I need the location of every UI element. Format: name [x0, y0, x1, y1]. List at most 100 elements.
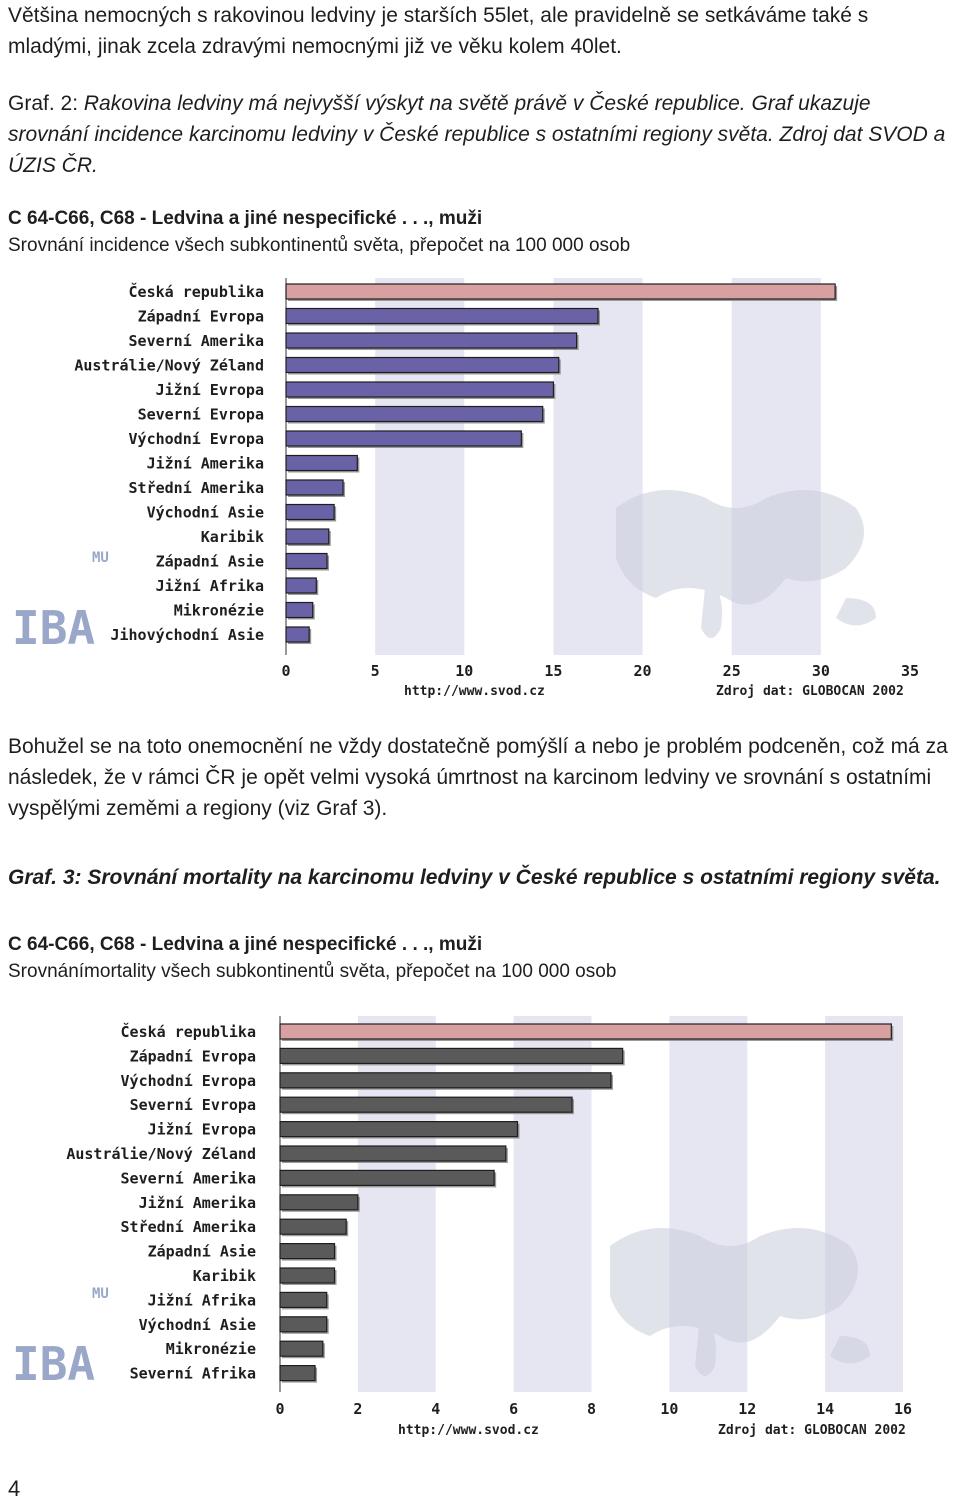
- mortality-chart: MU IBA Česká republika Západní Evropa Východ…: [0, 1008, 960, 1446]
- figure2-caption-lead: Graf. 2:: [8, 92, 84, 115]
- bar: [285, 503, 335, 521]
- category-label: Česká republika: [121, 1022, 256, 1041]
- intro-paragraph: Většina nemocných s rakovinou ledviny je…: [8, 4, 869, 58]
- bar: [285, 479, 344, 496]
- bar: [279, 1194, 359, 1211]
- category-label: Střední Amerika: [121, 1218, 256, 1236]
- bar: [279, 1169, 495, 1186]
- category-label: Austrálie/Nový Zéland: [74, 357, 264, 375]
- figure2-subheading: Srovnání incidence všech subkontinentů s…: [8, 235, 631, 256]
- figure2-caption-text: Rakovina ledviny má nejvyšší výskyt na s…: [8, 92, 946, 177]
- tick-label: 2: [353, 1400, 362, 1418]
- category-label: Jihovýchodní Asie: [110, 626, 264, 644]
- category-label: Východní Asie: [147, 504, 264, 522]
- tick-label: 0: [281, 662, 290, 680]
- bar: [285, 332, 578, 349]
- category-label: Jižní Evropa: [148, 1121, 256, 1139]
- world-map-watermark: [616, 490, 876, 638]
- bar: [279, 1340, 324, 1357]
- bar: [279, 1218, 347, 1235]
- category-label: Východní Evropa: [129, 430, 264, 448]
- category-label: Západní Asie: [148, 1243, 256, 1261]
- tick-label: 35: [901, 662, 919, 680]
- plot-band: [825, 1016, 903, 1392]
- tick-label: 16: [894, 1400, 912, 1418]
- watermark-iba: IBA: [12, 1337, 95, 1391]
- figure2-caption: Graf. 2: Rakovina ledviny má nejvyšší vý…: [8, 88, 956, 181]
- middle-paragraph: Bohužel se na toto onemocnění ne vždy do…: [8, 735, 948, 820]
- watermark-iba: IBA: [12, 601, 95, 655]
- tick-label: 10: [455, 662, 473, 680]
- bar: [285, 283, 836, 300]
- bar: [285, 601, 314, 619]
- bar: [285, 381, 555, 398]
- tick-label: 10: [660, 1400, 678, 1418]
- source-left: http://www.svod.cz: [398, 1423, 539, 1438]
- bar: [279, 1096, 573, 1113]
- tick-label: 4: [431, 1400, 440, 1418]
- category-label: Jižní Evropa: [156, 381, 264, 399]
- category-label: Jižní Afrika: [156, 577, 264, 595]
- category-label: Česká republika: [129, 282, 264, 301]
- figure3-heading: C 64-C66, C68 - Ledvina a jiné nespecifi…: [8, 934, 483, 955]
- page-number: 4: [8, 1476, 21, 1501]
- tick-label: 0: [275, 1400, 284, 1418]
- category-label: Severní Evropa: [130, 1096, 256, 1114]
- category-label: Severní Amerika: [121, 1169, 256, 1187]
- bar: [279, 1267, 336, 1284]
- category-label: Severní Evropa: [138, 406, 264, 424]
- figure2-heading: C 64-C66, C68 - Ledvina a jiné nespecifi…: [8, 208, 483, 229]
- category-label: Karibik: [201, 528, 264, 546]
- bar: [285, 552, 328, 570]
- tick-label: 15: [544, 662, 562, 680]
- watermark-mu: MU: [92, 550, 109, 566]
- category-label: Severní Afrika: [130, 1365, 256, 1383]
- bar: [279, 1243, 336, 1260]
- tick-label: 14: [816, 1400, 834, 1418]
- incidence-chart: MU IBA Česká republika Západní Evropa Severn…: [0, 272, 960, 704]
- bar: [279, 1145, 507, 1162]
- tick-label: 20: [634, 662, 652, 680]
- tick-label: 12: [738, 1400, 756, 1418]
- source-right: Zdroj dat: GLOBOCAN 2002: [716, 684, 904, 699]
- category-label: Jižní Amerika: [147, 455, 264, 473]
- bar: [279, 1316, 328, 1333]
- category-label: Střední Amerika: [129, 479, 264, 497]
- category-label: Jižní Amerika: [139, 1194, 256, 1212]
- category-label: Mikronézie: [166, 1340, 256, 1358]
- category-label: Východní Evropa: [121, 1072, 256, 1090]
- category-label: Mikronézie: [174, 602, 264, 620]
- category-label: Severní Amerika: [129, 332, 264, 350]
- source-left: http://www.svod.cz: [404, 684, 545, 699]
- category-label: Západní Asie: [156, 553, 264, 571]
- tick-label: 25: [723, 662, 741, 680]
- category-label: Západní Evropa: [130, 1047, 256, 1065]
- tick-label: 8: [587, 1400, 596, 1418]
- bar: [279, 1047, 624, 1065]
- category-label: Jižní Afrika: [148, 1291, 256, 1309]
- mortality-chart-svg: MU IBA Česká republika Západní Evropa Východ…: [12, 1016, 912, 1438]
- bar: [279, 1023, 892, 1040]
- bar: [285, 356, 560, 374]
- bar: [279, 1291, 328, 1308]
- figure3-subheading: Srovnánímortality všech subkontinentů sv…: [8, 961, 617, 982]
- bar: [279, 1072, 612, 1089]
- bar: [285, 577, 317, 594]
- bar: [285, 307, 599, 325]
- bar: [279, 1365, 316, 1382]
- watermark-mu: MU: [92, 1286, 109, 1302]
- bar: [285, 405, 544, 423]
- bar: [285, 528, 330, 545]
- tick-label: 30: [812, 662, 830, 680]
- incidence-chart-svg: MU IBA Česká republika Západní Evropa Severn…: [12, 278, 919, 699]
- category-label: Západní Evropa: [138, 308, 264, 326]
- category-label: Karibik: [193, 1267, 256, 1285]
- category-label: Austrálie/Nový Zéland: [66, 1145, 256, 1163]
- source-right: Zdroj dat: GLOBOCAN 2002: [718, 1423, 906, 1438]
- tick-label: 6: [509, 1400, 518, 1418]
- bar: [285, 626, 310, 643]
- figure3-caption: Graf. 3: Srovnání mortality na karcinomu…: [8, 866, 941, 889]
- world-map-watermark: [610, 1228, 870, 1376]
- bar: [285, 454, 358, 472]
- bar: [285, 430, 522, 447]
